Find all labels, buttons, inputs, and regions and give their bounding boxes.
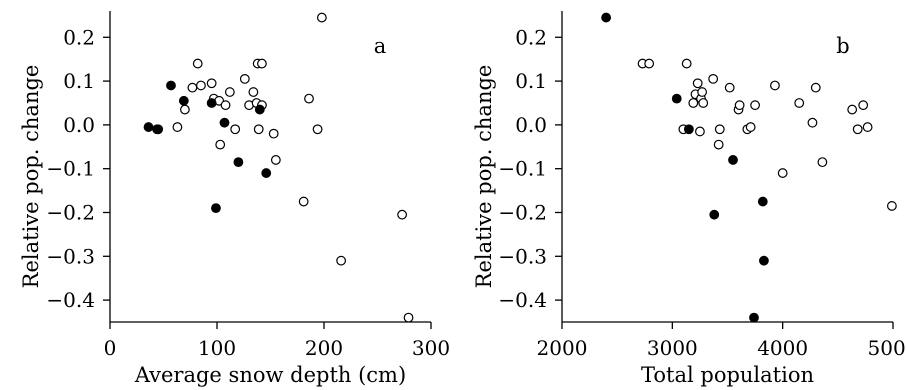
data-point-open [817, 157, 828, 168]
data-point-open [316, 12, 327, 23]
x-tick-label: 300 [412, 336, 450, 360]
panel-letter: b [836, 34, 849, 58]
data-point-filled [206, 98, 217, 108]
data-point-filled [749, 312, 759, 323]
data-point-open [172, 122, 183, 132]
x-tick-label: 3000 [647, 336, 698, 360]
data-point-open [750, 100, 760, 111]
y-tick-label: −0.2 [498, 200, 547, 224]
y-tick-label: 0.2 [515, 25, 547, 49]
data-point-open [886, 201, 897, 211]
data-point-filled [211, 203, 221, 214]
y-axis-title: Relative pop. change [19, 65, 43, 289]
data-point-filled [166, 80, 176, 91]
y-tick-label: 0.0 [515, 113, 547, 137]
data-point-filled [233, 157, 244, 168]
y-tick-label: −0.1 [46, 157, 95, 181]
data-point-open [298, 196, 309, 207]
data-point-open [179, 104, 190, 115]
data-point-open [312, 124, 323, 135]
data-point-filled [152, 124, 162, 135]
data-point-open [708, 73, 719, 84]
data-point-open [695, 126, 705, 137]
data-point-open [215, 139, 226, 150]
data-point-open [847, 104, 858, 115]
data-point-open [858, 100, 869, 111]
data-point-open [196, 80, 206, 91]
data-point-filled [671, 93, 682, 104]
data-point-open [192, 58, 203, 69]
panel-letter: a [374, 34, 387, 58]
y-axis-title: Relative pop. change [472, 65, 496, 289]
data-point-open [403, 312, 414, 323]
data-point-open [852, 124, 863, 135]
y-tick-label: −0.4 [498, 288, 547, 312]
data-point-filled [709, 209, 720, 220]
data-point-open [270, 155, 281, 165]
data-point-open [248, 87, 259, 97]
data-point-open [397, 209, 408, 220]
data-point-open [336, 255, 347, 266]
data-point-filled [757, 196, 768, 207]
y-tick-label: −0.4 [46, 288, 95, 312]
x-tick-label: 200 [305, 336, 343, 360]
y-tick-label: −0.3 [498, 244, 547, 268]
data-point-open [714, 124, 725, 135]
y-tick-label: −0.2 [46, 200, 95, 224]
data-point-filled [759, 255, 769, 266]
y-tick-label: −0.3 [46, 244, 95, 268]
y-tick-label: 0.1 [515, 69, 547, 93]
data-point-filled [601, 12, 612, 23]
y-tick-label: −0.1 [498, 157, 547, 181]
x-tick-label: 0 [104, 336, 117, 360]
data-point-open [807, 117, 818, 128]
data-point-open [220, 100, 231, 111]
data-point-open [681, 58, 692, 69]
x-axis-title: Total population [641, 363, 814, 387]
data-point-open [253, 124, 264, 135]
data-point-filled [219, 117, 230, 128]
data-point-filled [728, 155, 738, 165]
panel-b: 2000 3000 4000 5000 −0.4 −0.3 −0.2 −0.1 0.0 0.1 0.… [472, 11, 906, 387]
y-tick-label: 0.2 [63, 25, 95, 49]
y-tick-label: 0.0 [63, 113, 95, 137]
data-point-open [688, 98, 699, 108]
data-point-open [777, 168, 788, 178]
data-point-open [862, 122, 873, 132]
data-point-open [644, 58, 655, 69]
data-point-open [206, 78, 217, 89]
x-tick-label: 5000 [868, 336, 906, 360]
data-point-open [268, 128, 279, 139]
data-point-open [698, 98, 709, 108]
data-point-open [724, 82, 735, 93]
x-tick-label: 2000 [537, 336, 588, 360]
data-point-open [224, 87, 235, 97]
data-point-filled [261, 168, 272, 178]
data-point-filled [254, 104, 265, 115]
y-tick-label: 0.1 [63, 69, 95, 93]
data-point-filled [683, 124, 694, 135]
x-axis-title: Average snow depth (cm) [134, 363, 406, 387]
data-point-filled [178, 95, 189, 106]
data-point-open [745, 122, 756, 132]
data-point-open [810, 82, 821, 93]
x-tick-label: 4000 [757, 336, 808, 360]
data-point-filled [143, 122, 154, 132]
data-point-open [239, 73, 250, 84]
data-point-open [230, 124, 241, 135]
data-point-open [257, 58, 267, 69]
data-point-open [794, 98, 805, 108]
data-point-open [770, 80, 780, 91]
x-tick-label: 100 [198, 336, 236, 360]
data-point-open [713, 139, 724, 150]
panel-a: 0 100 200 300 −0.4 −0.3 −0.2 −0.1 0.0 0.1 0.2 Avera… [19, 11, 450, 387]
data-point-open [697, 87, 708, 97]
data-point-open [734, 100, 745, 111]
data-point-open [692, 78, 703, 89]
data-point-open [304, 93, 314, 104]
data-point-open [187, 82, 198, 93]
